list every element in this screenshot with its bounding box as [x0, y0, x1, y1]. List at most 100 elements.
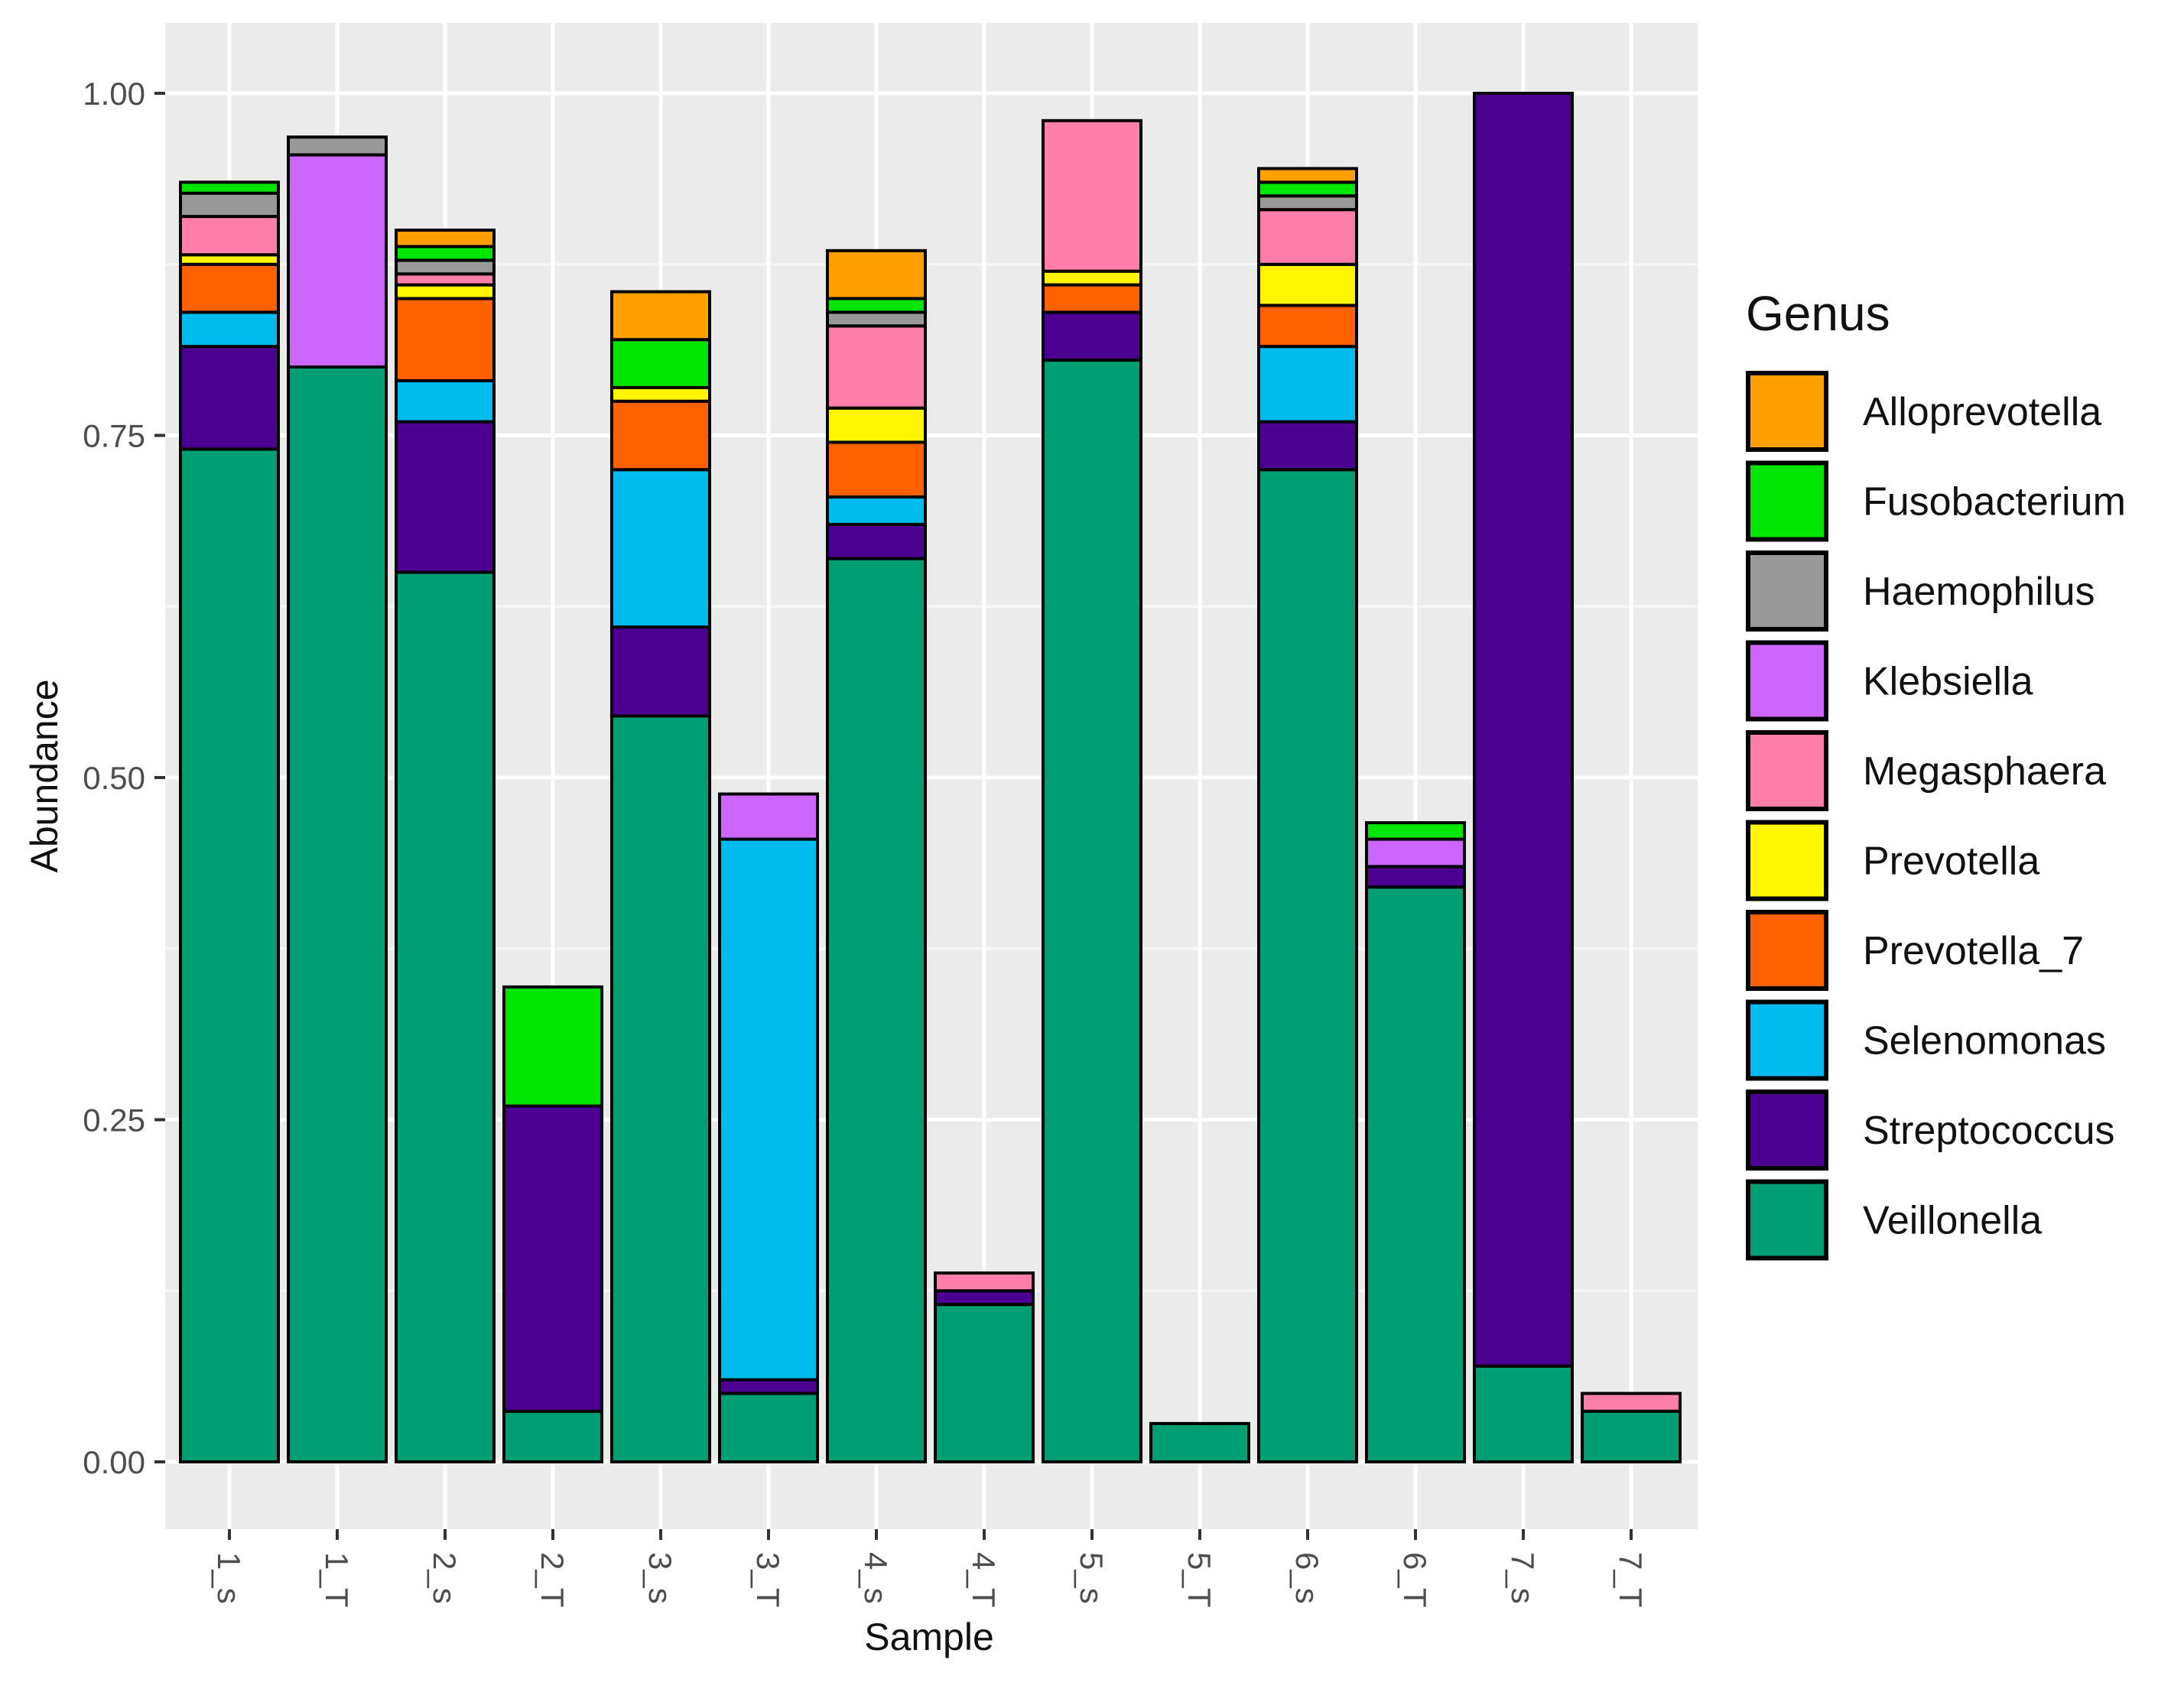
bar-segment-selenomonas	[610, 468, 711, 629]
bar-segment-selenomonas	[395, 378, 496, 424]
legend-label: Prevotella	[1863, 840, 2039, 884]
bar-segment-prevotella	[610, 385, 711, 403]
bar-segment-haemophilus	[287, 135, 388, 157]
bar-segment-selenomonas	[1257, 345, 1358, 424]
bar-segment-alloprevotella	[395, 229, 496, 248]
x-tick-label: 4_T	[966, 1552, 1002, 1607]
bar-segment-veillonella	[718, 1392, 819, 1463]
x-tick-label: 6_s	[1289, 1552, 1325, 1604]
legend-key-haemophilus	[1746, 550, 1828, 632]
bar-segment-megasphaera	[934, 1271, 1035, 1293]
x-tick-label: 3_s	[642, 1552, 678, 1604]
bar-segment-klebsiella	[287, 153, 388, 369]
bar-segment-alloprevotella	[826, 248, 927, 300]
bar-segment-veillonella	[1365, 885, 1466, 1463]
x-tick-label: 5_s	[1074, 1552, 1110, 1604]
y-tick-label: 1.00	[83, 76, 145, 112]
bar-segment-veillonella	[502, 1409, 603, 1464]
bar-segment-haemophilus	[179, 191, 280, 219]
bar-segment-streptococcus	[718, 1378, 819, 1395]
legend-key-klebsiella	[1746, 640, 1828, 722]
legend-title: Genus	[1746, 286, 1890, 341]
legend-label: Klebsiella	[1863, 660, 2033, 704]
bar-segment-streptococcus	[1042, 310, 1142, 362]
bar-segment-streptococcus	[179, 345, 280, 451]
x-tick-label: 1_s	[211, 1552, 247, 1604]
bar-segment-prevotella-7	[610, 399, 711, 472]
bar-segment-streptococcus	[826, 522, 927, 560]
x-tick-label: 1_T	[319, 1552, 355, 1607]
x-axis: 1_s 1_T 2_s 2_T 3_s 3_T 4_s 4_T 5_s 5_T 6_s 6_T 7_s 7…	[211, 1529, 1649, 1607]
bar-segment-fusobacterium	[1365, 821, 1466, 841]
legend-label: Alloprevotella	[1863, 390, 2101, 434]
bar-segment-selenomonas	[826, 495, 927, 526]
y-axis-title: Abundance	[23, 679, 66, 872]
bar-segment-megasphaera	[395, 272, 496, 287]
legend-label: Haemophilus	[1863, 570, 2095, 614]
y-tick-label: 0.25	[83, 1103, 145, 1138]
bar-segment-streptococcus	[502, 1104, 603, 1413]
bar-segment-veillonella	[934, 1303, 1035, 1464]
y-tick-label: 0.00	[83, 1444, 145, 1480]
bar-segment-fusobacterium	[826, 297, 927, 314]
bar-segment-prevotella-7	[179, 262, 280, 314]
legend-key-prevotella-7	[1746, 910, 1828, 991]
bar-segment-prevotella-7	[1257, 304, 1358, 349]
bar-segment-streptococcus	[934, 1289, 1035, 1307]
bar-segment-prevotella	[395, 283, 496, 300]
legend-label: Megasphaera	[1863, 749, 2106, 794]
bar-segment-streptococcus	[1257, 420, 1358, 472]
bar-segment-veillonella	[1257, 468, 1358, 1463]
x-tick-label: 2_s	[427, 1552, 463, 1604]
x-tick-label: 5_T	[1181, 1552, 1217, 1607]
bar-segment-klebsiella	[1365, 837, 1466, 869]
bar-segment-fusobacterium	[179, 180, 280, 195]
legend-key-alloprevotella	[1746, 371, 1828, 452]
x-tick-label: 3_T	[750, 1552, 786, 1607]
bar-segment-haemophilus	[1257, 194, 1358, 212]
bar-segment-haemophilus	[826, 310, 927, 328]
bar-segment-selenomonas	[179, 310, 280, 349]
bar-segment-megasphaera	[1042, 119, 1142, 273]
bar-segment-fusobacterium	[610, 338, 711, 389]
y-axis: 0.00 0.25 0.50 0.75 1.00	[83, 76, 165, 1480]
bar-segment-streptococcus	[1473, 92, 1574, 1368]
x-tick-label: 7_s	[1505, 1552, 1541, 1604]
legend-label: Streptococcus	[1863, 1109, 2115, 1153]
legend-key-megasphaera	[1746, 730, 1828, 811]
bar-segment-veillonella	[1149, 1421, 1250, 1464]
bar-segment-prevotella-7	[395, 297, 496, 382]
bar-segment-fusobacterium	[395, 245, 496, 262]
x-tick-label: 2_T	[535, 1552, 570, 1607]
bar-segment-prevotella	[1042, 269, 1142, 287]
bar-segment-veillonella	[826, 557, 927, 1463]
legend-key-prevotella	[1746, 820, 1828, 901]
bar-segment-veillonella	[610, 714, 711, 1463]
bar-segment-megasphaera	[826, 324, 927, 410]
x-tick-label: 7_T	[1613, 1552, 1649, 1607]
bar-segment-prevotella	[1257, 262, 1358, 307]
y-tick-label: 0.75	[83, 418, 145, 454]
bar-segment-veillonella	[1042, 359, 1142, 1463]
x-tick-label: 4_s	[858, 1552, 894, 1604]
bar-segment-alloprevotella	[1257, 167, 1358, 184]
legend-label: Veillonella	[1863, 1199, 2042, 1243]
x-tick-label: 6_T	[1397, 1552, 1433, 1607]
bar-segment-veillonella	[1473, 1364, 1574, 1463]
bar-segment-prevotella	[826, 406, 927, 444]
x-axis-title: Sample	[864, 1616, 994, 1658]
legend-label: Fusobacterium	[1863, 480, 2126, 524]
legend-key-selenomonas	[1746, 999, 1828, 1081]
bar-segment-streptococcus	[395, 420, 496, 574]
bar-segment-veillonella	[1581, 1409, 1682, 1464]
bar-segment-klebsiella	[718, 792, 819, 841]
y-tick-label: 0.50	[83, 760, 145, 796]
bar-segment-selenomonas	[718, 837, 819, 1382]
legend-key-streptococcus	[1746, 1090, 1828, 1171]
bar-segment-veillonella	[395, 570, 496, 1463]
bar-segment-fusobacterium	[1257, 180, 1358, 198]
legend-label: Selenomonas	[1863, 1019, 2106, 1064]
legend-key-fusobacterium	[1746, 460, 1828, 542]
